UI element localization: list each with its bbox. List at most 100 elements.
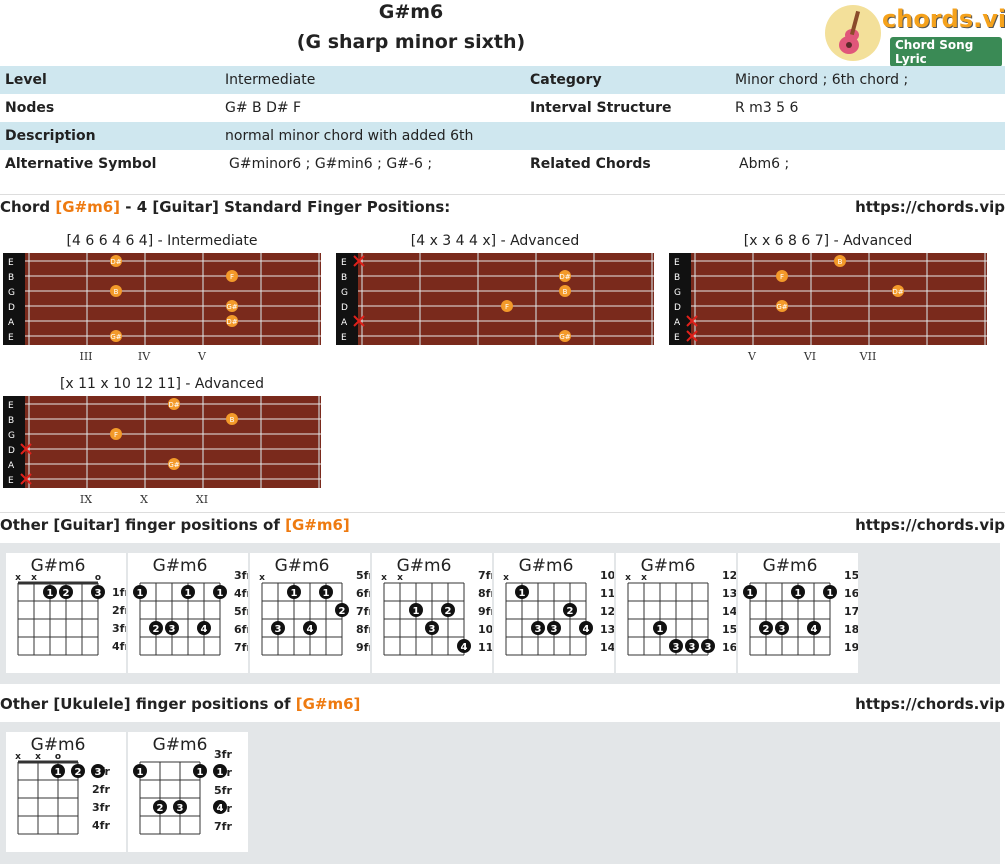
finger-number: 3 <box>275 624 282 635</box>
chord-title: G#m6 <box>378 1 444 23</box>
fret-number: 19fr <box>844 641 858 654</box>
chord-card-name: G#m6 <box>763 556 818 576</box>
muted-string-icon: x <box>259 573 265 583</box>
finger-note: B <box>563 288 568 296</box>
chord-card-name: G#m6 <box>31 735 86 755</box>
finger-dot <box>226 300 238 312</box>
fret-number: 13fr <box>722 587 736 600</box>
finger-note: F <box>780 273 784 281</box>
finger-dot <box>110 428 122 440</box>
chord-card[interactable]: G#m6 7fr 8fr 9fr 10fr 11fr xx 1 23 4 <box>372 553 492 673</box>
finger-number: 4 <box>307 624 314 635</box>
chord-card[interactable]: G#m63fr4fr5fr6fr7fr111234 <box>128 553 248 673</box>
fretboard-diagram: [x 11 x 10 12 11] - Advanced E B G D A E D# B F G#… <box>3 376 321 511</box>
finger-dot <box>776 270 788 282</box>
description-label: Description <box>0 122 220 150</box>
chord-link[interactable]: [G#m6] <box>285 516 350 534</box>
finger-note: G# <box>776 303 787 311</box>
site-logo[interactable]: chords.vip Chord Song Lyric <box>822 3 1005 67</box>
chord-link[interactable]: [G#m6] <box>295 695 361 713</box>
muted-string-icon: x <box>397 573 403 583</box>
fret-number: 15fr <box>722 623 736 636</box>
finger-number: 1 <box>217 588 224 599</box>
chord-link[interactable]: [G#m6] <box>55 198 121 216</box>
site-url[interactable]: https://chords.vip <box>855 516 1005 534</box>
chord-card-name: G#m6 <box>31 556 86 576</box>
fret-number: 10fr <box>478 623 492 636</box>
finger-dot <box>226 315 238 327</box>
finger-number: 2 <box>157 803 164 814</box>
string-name: E <box>674 258 680 268</box>
muted-string-icon <box>20 473 32 485</box>
chord-diagram: G#m6 7fr 8fr 9fr 10fr 11fr xx 1 23 4 <box>381 556 492 656</box>
finger-dot <box>653 621 667 635</box>
string-name: D <box>674 303 681 313</box>
finger-dot <box>213 800 227 814</box>
fret-number: 13fr <box>600 623 614 636</box>
finger-dot <box>91 764 105 778</box>
finger-number: 2 <box>153 624 160 635</box>
chord-card[interactable]: G#m61fr2fr3fr4frxxo123 <box>6 553 126 673</box>
muted-string-icon: x <box>641 573 647 583</box>
nodes-label: Nodes <box>5 100 55 116</box>
finger-dot <box>685 639 699 653</box>
fretboard-wood <box>25 396 321 488</box>
finger-dot <box>669 639 683 653</box>
section-text: Chord <box>0 198 56 216</box>
chord-card[interactable]: G#m65fr6fr7fr8fr9frx11234 <box>250 553 370 673</box>
finger-dot <box>59 585 73 599</box>
finger-dot <box>791 585 805 599</box>
chord-card[interactable]: G#m63fr4fr5fr6fr7fr111234 <box>128 732 248 852</box>
finger-number: 3 <box>689 642 696 653</box>
fret-label: IX <box>80 493 92 506</box>
string-name: B <box>674 273 680 283</box>
fretboard-title: [4 6 6 4 6 4] - Intermediate <box>66 233 258 249</box>
finger-note: D# <box>226 318 237 326</box>
fretboard-title: [x 11 x 10 12 11] - Advanced <box>59 376 265 392</box>
muted-string-icon <box>686 315 698 327</box>
interval-label: Interval Structure <box>530 100 672 116</box>
finger-number: 2 <box>339 606 346 617</box>
finger-number: 1 <box>217 767 224 778</box>
guitar-chart-area: G#m61fr2fr3fr4frxxo123G#m63fr4fr5fr6fr7f… <box>0 543 1000 684</box>
finger-dot <box>335 603 349 617</box>
finger-dot <box>759 621 773 635</box>
chord-diagram: G#m63fr4fr5fr6fr7fr111234 <box>133 735 232 835</box>
chord-card[interactable]: G#m61fr2fr3fr4frxxo123 <box>6 732 126 852</box>
string-name: A <box>674 318 681 328</box>
chord-card[interactable]: G#m610fr11fr12fr13fr14frx12334 <box>494 553 614 673</box>
finger-number: 1 <box>137 767 144 778</box>
site-url[interactable]: https://chords.vip <box>855 198 1005 216</box>
fret-number: 5fr <box>356 569 370 582</box>
finger-dot <box>173 800 187 814</box>
related-value: Abm6 ; <box>739 156 790 172</box>
string-name: E <box>341 258 347 268</box>
fret-label: IV <box>138 350 151 363</box>
chord-card[interactable]: G#m612fr13fr14fr15fr16frxx1333 <box>616 553 736 673</box>
site-url[interactable]: https://chords.vip <box>855 695 1005 713</box>
finger-dot <box>110 255 122 267</box>
string-name: G <box>8 431 15 441</box>
finger-number: 2 <box>63 588 70 599</box>
finger-number: 2 <box>75 767 82 778</box>
fret-number: 4fr <box>234 587 248 600</box>
fret-number: 10fr <box>600 569 614 582</box>
finger-dot <box>226 270 238 282</box>
finger-number: 3 <box>673 642 680 653</box>
section-standard-positions: Chord [G#m6] - 4 [Guitar] Standard Finge… <box>0 198 450 216</box>
fretboard-diagram: [4 x 3 4 4 x] - Advanced E B G D A E D# B F G# <box>336 233 654 368</box>
muted-string-icon <box>353 255 365 267</box>
chord-card[interactable]: G#m6 15fr 16fr 17fr 18fr 19fr 1 1 1 23 4 <box>738 553 858 673</box>
finger-dot <box>823 585 837 599</box>
finger-note: D# <box>168 401 179 409</box>
ukulele-chart-area: G#m61fr2fr3fr4frxxo123G#m63fr4fr5fr6fr7f… <box>0 722 1000 864</box>
finger-number: 3 <box>429 624 436 635</box>
section-other-ukulele: Other [Ukulele] finger positions of [G#m… <box>0 695 360 713</box>
finger-dot <box>213 764 227 778</box>
finger-note: F <box>114 431 118 439</box>
finger-note: D# <box>559 273 570 281</box>
fret-number: 11fr <box>600 587 614 600</box>
finger-number: 1 <box>291 588 298 599</box>
finger-number: 3 <box>779 624 786 635</box>
